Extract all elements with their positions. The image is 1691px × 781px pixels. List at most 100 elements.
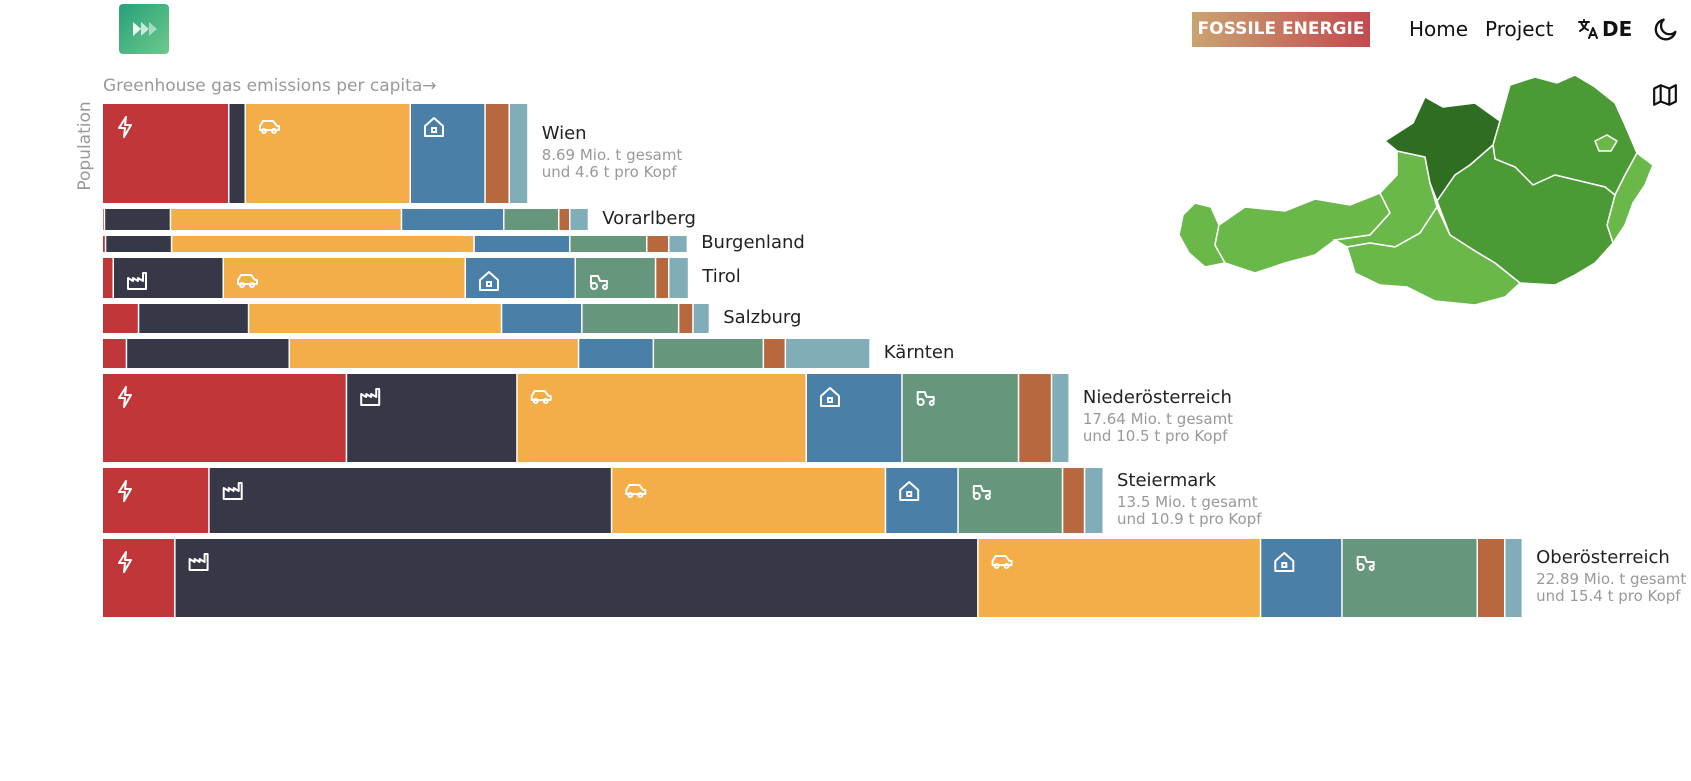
region-bar-wien[interactable] <box>103 104 528 203</box>
bar-segment-fgas[interactable] <box>786 339 870 368</box>
bar-segment-energy[interactable] <box>103 236 105 252</box>
bar-segment-energy[interactable] <box>103 104 228 203</box>
bar-segment-transport[interactable] <box>978 539 1260 617</box>
bar-segment-fgas[interactable] <box>669 258 688 298</box>
bar-segment-buildings[interactable] <box>402 209 503 230</box>
car-icon <box>625 484 647 498</box>
bar-segment-agriculture[interactable] <box>504 209 559 230</box>
bar-segment-energy[interactable] <box>103 468 209 533</box>
bar-segment-agriculture[interactable] <box>576 258 655 298</box>
fossil-energy-badge[interactable]: FOSSILE ENERGIE <box>1192 12 1370 47</box>
bar-segment-buildings[interactable] <box>411 104 485 203</box>
logo-icon[interactable] <box>119 4 169 54</box>
bar-segment-waste[interactable] <box>679 304 693 333</box>
region-bar-kärnten[interactable] <box>103 339 870 368</box>
car-icon <box>530 390 552 404</box>
bar-segment-agriculture[interactable] <box>570 236 647 252</box>
region-name-label: Tirol <box>702 266 741 287</box>
bar-segment-transport[interactable] <box>517 374 806 462</box>
bar-segment-industry[interactable] <box>127 339 289 368</box>
bar-segment-transport[interactable] <box>172 236 474 252</box>
bar-segment-buildings[interactable] <box>886 468 958 533</box>
bar-segment-industry[interactable] <box>105 209 170 230</box>
austria-map[interactable] <box>1175 75 1680 335</box>
bar-segment-fgas[interactable] <box>570 209 588 230</box>
bar-segment-buildings[interactable] <box>466 258 575 298</box>
bar-segment-industry[interactable] <box>114 258 223 298</box>
bar-segment-agriculture[interactable] <box>902 374 1018 462</box>
bar-segment-buildings[interactable] <box>579 339 653 368</box>
bar-segment-fgas[interactable] <box>1052 374 1069 462</box>
y-axis-label: Population <box>75 101 95 191</box>
bar-segment-transport[interactable] <box>224 258 465 298</box>
bar-segment-waste[interactable] <box>1063 468 1084 533</box>
bar-segment-industry[interactable] <box>175 539 978 617</box>
map-icon[interactable] <box>1652 82 1678 108</box>
nav-project-link[interactable]: Project <box>1485 17 1554 41</box>
bar-segment-transport[interactable] <box>249 304 501 333</box>
bar-segment-waste[interactable] <box>1019 374 1051 462</box>
bar-segment-fgas[interactable] <box>669 236 687 252</box>
region-total-label: 13.5 Mio. t gesamt <box>1117 492 1258 511</box>
region-total-label: 17.64 Mio. t gesamt <box>1082 410 1234 428</box>
bar-segment-buildings[interactable] <box>502 304 582 333</box>
bar-segment-energy[interactable] <box>103 339 126 368</box>
bar-segment-industry[interactable] <box>229 104 245 203</box>
bar-segment-transport[interactable] <box>290 339 578 368</box>
region-per-capita-label: und 15.4 t pro Kopf <box>1536 587 1681 605</box>
house-icon <box>479 271 499 291</box>
region-name-label: Niederösterreich <box>1082 387 1232 408</box>
language-switch[interactable]: DE <box>1576 15 1632 43</box>
map-wien[interactable] <box>1594 134 1619 152</box>
bar-segment-transport[interactable] <box>246 104 410 203</box>
map-burgenland[interactable] <box>1606 151 1654 245</box>
region-name-label: Oberösterreich <box>1536 547 1670 568</box>
factory-icon <box>127 272 147 290</box>
region-bar-niederösterreich[interactable] <box>103 374 1069 462</box>
lightning-icon <box>118 116 132 138</box>
moon-icon[interactable] <box>1652 15 1680 43</box>
bar-segment-industry[interactable] <box>106 236 171 252</box>
lightning-icon <box>118 551 132 573</box>
bar-segment-buildings[interactable] <box>807 374 902 462</box>
bar-segment-energy[interactable] <box>103 539 175 617</box>
bar-segment-energy[interactable] <box>103 374 346 462</box>
bar-segment-agriculture[interactable] <box>958 468 1062 533</box>
house-icon <box>820 387 840 407</box>
bar-segment-waste[interactable] <box>485 104 509 203</box>
bar-segment-agriculture[interactable] <box>654 339 763 368</box>
bar-segment-agriculture[interactable] <box>1342 539 1477 617</box>
map-kaernten[interactable] <box>1346 205 1522 306</box>
bar-segment-energy[interactable] <box>103 258 113 298</box>
factory-icon <box>188 553 209 571</box>
bar-segment-fgas[interactable] <box>510 104 528 203</box>
bar-segment-industry[interactable] <box>139 304 248 333</box>
bar-segment-buildings[interactable] <box>1261 539 1342 617</box>
bar-segment-fgas[interactable] <box>1505 539 1522 617</box>
bar-segment-industry[interactable] <box>209 468 611 533</box>
bar-segment-waste[interactable] <box>1478 539 1504 617</box>
region-bar-steiermark[interactable] <box>103 468 1103 533</box>
region-bar-vorarlberg[interactable] <box>103 209 588 230</box>
bar-segment-fgas[interactable] <box>1085 468 1103 533</box>
nav-home-link[interactable]: Home <box>1409 17 1469 41</box>
region-bar-tirol[interactable] <box>103 258 688 298</box>
bar-segment-energy[interactable] <box>103 209 104 230</box>
bar-segment-energy[interactable] <box>103 304 138 333</box>
bar-segment-waste[interactable] <box>559 209 570 230</box>
bar-segment-waste[interactable] <box>647 236 669 252</box>
bar-segment-agriculture[interactable] <box>582 304 678 333</box>
region-bar-burgenland[interactable] <box>103 236 687 252</box>
region-bar-oberösterreich[interactable] <box>103 539 1522 617</box>
region-name-label: Salzburg <box>723 306 802 328</box>
bar-segment-buildings[interactable] <box>474 236 569 252</box>
bar-segment-transport[interactable] <box>171 209 401 230</box>
region-name-label: Kärnten <box>883 341 955 363</box>
bar-segment-waste[interactable] <box>656 258 668 298</box>
bar-segment-waste[interactable] <box>764 339 785 368</box>
bar-segment-transport[interactable] <box>612 468 885 533</box>
bar-segment-fgas[interactable] <box>693 304 709 333</box>
region-bar-salzburg[interactable] <box>103 304 709 333</box>
bar-segment-industry[interactable] <box>347 374 517 462</box>
